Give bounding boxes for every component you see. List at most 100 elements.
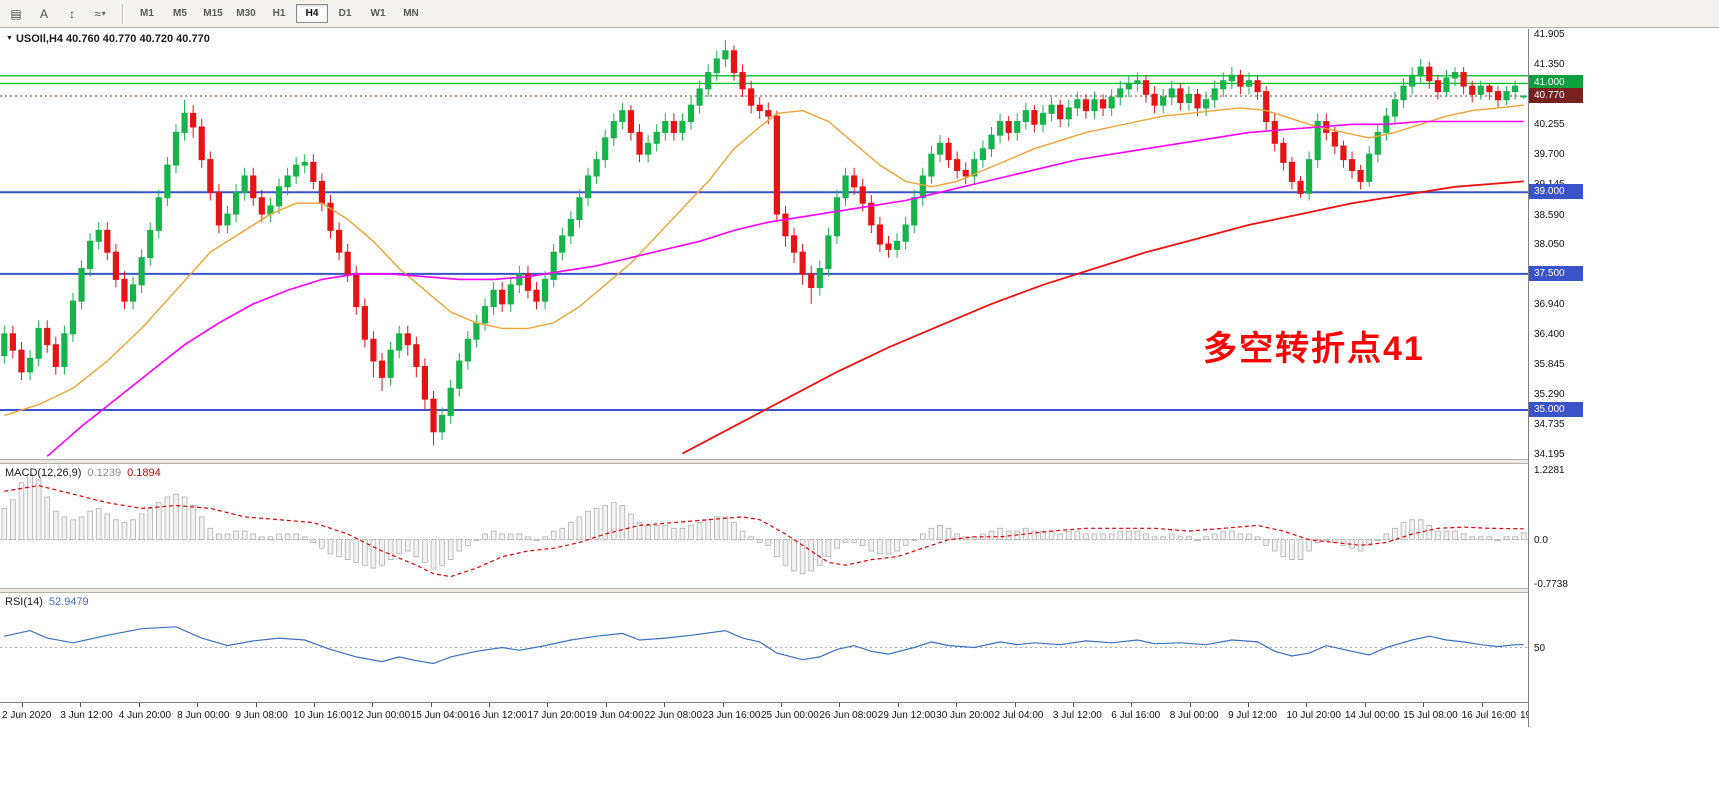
price-tick: 35.845 — [1534, 359, 1565, 371]
panel-splitter-rsi[interactable] — [0, 588, 1528, 593]
time-axis-label: 16 Jul 16:00 — [1461, 710, 1517, 721]
price-tick: 41.350 — [1534, 59, 1565, 71]
macd-signal-line — [4, 484, 1524, 578]
dropdown-caret-icon[interactable]: ▾ — [101, 9, 106, 18]
time-axis-tick — [1248, 703, 1250, 707]
time-axis-tick — [138, 703, 140, 707]
timeframe-button-D1[interactable]: D1 — [338, 8, 352, 19]
price-tick: 34.195 — [1534, 448, 1565, 460]
rsi-value: 52.9479 — [48, 596, 89, 608]
time-axis-label: 23 Jun 16:00 — [702, 710, 761, 721]
price-tick: 36.400 — [1534, 328, 1565, 340]
macd-tick: -0.7738 — [1534, 578, 1568, 590]
time-axis-label: 6 Jul 16:00 — [1111, 710, 1161, 721]
time-axis-tick — [547, 703, 549, 707]
time-axis-tick — [781, 703, 782, 707]
time-axis-label: 15 Jun 04:00 — [410, 710, 469, 721]
time-axis[interactable]: 2 Jun 2020 3 Jun 12:00 4 Jun 20:00 8 Jun 00… — [0, 702, 1528, 729]
time-axis-label: 22 Jun 08:00 — [644, 710, 703, 721]
macd-signal-value: 0.1894 — [127, 467, 161, 479]
time-axis-label: 26 Jun 08:00 — [819, 710, 878, 721]
timeframe-button-M15[interactable]: M15 — [203, 8, 223, 19]
time-axis-tick — [80, 703, 82, 707]
time-axis-label: 8 Jul 00:00 — [1169, 710, 1219, 721]
macd-tick: 1.2281 — [1534, 464, 1565, 476]
timeframe-button-W1[interactable]: W1 — [370, 8, 386, 19]
price-tick: 38.050 — [1534, 239, 1565, 250]
time-axis-tick — [722, 703, 724, 707]
time-axis-tick — [1189, 703, 1191, 707]
time-axis-tick — [956, 703, 958, 707]
price-level-badge: 35.000 — [1529, 402, 1583, 417]
timeframe-button-M30[interactable]: M30 — [236, 8, 256, 19]
timeframe-button-H4[interactable]: H4 — [296, 4, 328, 23]
time-axis-tick — [1481, 703, 1483, 707]
time-axis-tick — [1306, 703, 1308, 707]
macd-name: MACD(12,26,9) — [5, 467, 82, 479]
tile-windows-icon[interactable]: ▤ — [10, 6, 22, 21]
time-axis-label: 10 Jul 20:00 — [1286, 710, 1341, 721]
price-scale-column[interactable]: 41.90541.35040.25539.70039.14538.59038.0… — [1528, 29, 1719, 727]
price-tick: 40.255 — [1534, 118, 1565, 130]
time-axis-label: 17 Jun 20:00 — [527, 710, 586, 721]
time-axis-tick — [255, 703, 257, 707]
text-tool-icon[interactable]: A — [39, 6, 48, 21]
time-axis-tick — [430, 703, 432, 707]
time-axis-tick — [22, 703, 23, 707]
time-axis-label: 9 Jul 12:00 — [1228, 710, 1277, 721]
rsi-chart[interactable] — [0, 593, 1528, 702]
symbol-ohlc-text: USOIl,H4 40.760 40.770 40.720 40.770 — [15, 33, 210, 45]
rsi-name: RSI(14) — [5, 596, 43, 608]
macd-histogram — [1, 473, 1527, 575]
price-tick: 41.905 — [1534, 29, 1565, 41]
time-axis-label: 2 Jul 04:00 — [994, 710, 1044, 721]
panel-splitter-macd[interactable] — [0, 459, 1528, 464]
time-axis-tick — [664, 703, 666, 707]
price-level-badge: 40.770 — [1529, 87, 1583, 103]
time-axis-label: 10 Jun 16:00 — [293, 710, 352, 721]
price-level-badge: 41.000 — [1529, 75, 1583, 91]
macd-tick: 0.0 — [1534, 534, 1548, 546]
rsi-tick: 50 — [1534, 642, 1546, 654]
rsi-line — [4, 626, 1524, 665]
ma-slow-red — [681, 180, 1524, 455]
collapse-triangle-icon[interactable]: ▼ — [6, 35, 13, 42]
timeframe-button-M1[interactable]: M1 — [140, 8, 154, 19]
time-axis-label: 14 Jul 00:00 — [1344, 710, 1400, 721]
macd-main-value: 0.1239 — [87, 467, 122, 479]
time-axis-label: 16 Jun 12:00 — [469, 710, 527, 721]
time-axis-label: 12 Jun 00:00 — [352, 710, 411, 721]
time-axis-tick — [489, 703, 491, 707]
price-tick: 39.700 — [1534, 149, 1565, 161]
timeframe-button-H1[interactable]: H1 — [272, 8, 286, 19]
candlestick-chart[interactable] — [0, 29, 1528, 459]
timeframe-button-MN[interactable]: MN — [403, 8, 419, 19]
time-axis-label: 15 Jul 08:00 — [1403, 710, 1458, 721]
price-tick: 38.590 — [1534, 209, 1565, 221]
time-axis-tick — [1364, 703, 1366, 707]
time-axis-tick — [1423, 703, 1425, 707]
timeframe-button-M5[interactable]: M5 — [173, 8, 187, 19]
ma-mid-magenta — [46, 120, 1524, 457]
price-level-badge: 39.000 — [1529, 184, 1583, 200]
time-axis-tick — [1072, 703, 1074, 707]
time-axis-label: 30 Jun 20:00 — [936, 710, 994, 721]
zigzag-indicator-icon[interactable]: ≈ ▾ — [94, 6, 106, 21]
ma-fast-orange — [4, 104, 1524, 417]
time-axis-label: 29 Jun 12:00 — [877, 710, 936, 721]
time-axis-tick — [372, 703, 374, 707]
autoscale-icon[interactable]: ↕ — [69, 6, 75, 21]
time-axis-label: 3 Jun 12:00 — [60, 710, 113, 721]
price-tick: 36.940 — [1534, 299, 1565, 311]
time-axis-tick — [897, 703, 899, 707]
time-axis-label: 8 Jun 00:00 — [177, 710, 230, 721]
time-axis-tick — [1131, 703, 1133, 707]
timeframe-toolbar: M1 M5 M15 M30 H1 H4 D1 W1 MN — [131, 4, 428, 23]
time-axis-tick — [1014, 703, 1016, 707]
time-axis-label: 19 Jul 00:00 — [1520, 710, 1528, 721]
time-axis-label: 19 Jun 04:00 — [585, 710, 644, 721]
time-axis-label: 4 Jun 20:00 — [118, 710, 172, 721]
time-axis-tick — [197, 703, 199, 707]
macd-chart[interactable] — [0, 464, 1528, 588]
